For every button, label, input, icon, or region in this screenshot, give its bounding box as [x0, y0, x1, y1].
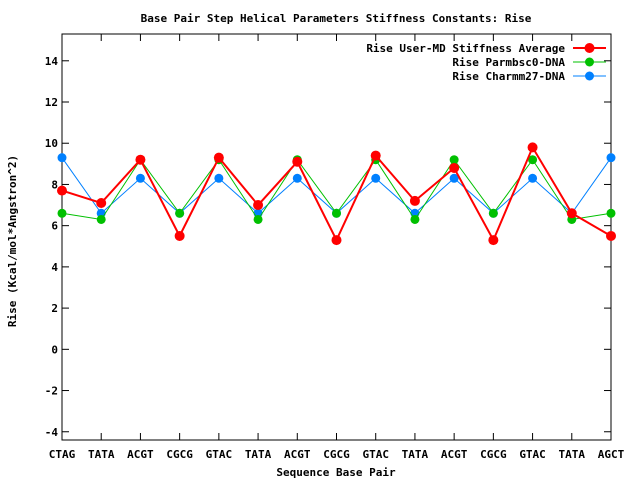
data-point: [449, 155, 459, 165]
legend-label: Rise Parmbsc0-DNA: [452, 56, 565, 69]
legend-marker: [585, 57, 594, 67]
y-tick-label: 4: [51, 261, 58, 274]
data-point: [449, 162, 460, 173]
data-point: [449, 173, 459, 183]
y-tick-label: 10: [45, 137, 58, 150]
data-point: [253, 200, 264, 211]
y-tick-label: 14: [45, 55, 59, 68]
data-point: [488, 208, 498, 218]
data-point: [410, 214, 420, 224]
x-tick-label: CGCG: [480, 448, 507, 461]
data-point: [175, 208, 185, 218]
x-tick-label: ACGT: [284, 448, 311, 461]
data-point: [253, 214, 263, 224]
y-tick-label: 6: [51, 220, 58, 233]
x-tick-label: TATA: [245, 448, 272, 461]
x-tick-label: CGCG: [323, 448, 350, 461]
data-point: [96, 197, 107, 208]
data-point: [606, 230, 616, 241]
y-tick-label: 2: [51, 302, 58, 315]
x-tick-label: TATA: [559, 448, 586, 461]
chart-title: Base Pair Step Helical Parameters Stiffn…: [141, 12, 532, 25]
x-tick-label: GTAC: [519, 448, 546, 461]
series-1: [57, 155, 616, 224]
x-tick-label: TATA: [88, 448, 115, 461]
y-tick-label: -2: [45, 385, 58, 398]
x-tick-label: CGCG: [166, 448, 193, 461]
legend-marker: [584, 43, 595, 53]
data-point: [96, 214, 106, 224]
data-point: [292, 173, 302, 183]
data-point: [213, 152, 224, 163]
y-tick-label: 8: [51, 178, 58, 191]
x-tick-label: ACGT: [441, 448, 468, 461]
y-axis-label: Rise (Kcal/mol*Angstron^2): [6, 155, 19, 327]
data-point: [370, 150, 381, 161]
legend-label: Rise User-MD Stiffness Average: [366, 42, 565, 55]
y-tick-label: 12: [45, 96, 58, 109]
data-point: [331, 235, 342, 246]
data-point: [606, 208, 616, 218]
x-tick-label: GTAC: [206, 448, 233, 461]
series-0: [57, 142, 616, 246]
x-tick-label: CTAG: [49, 448, 76, 461]
data-point: [528, 173, 538, 183]
data-point: [409, 195, 420, 206]
data-point: [332, 208, 341, 218]
x-tick-label: TATA: [402, 448, 429, 461]
x-tick-label: AGCT: [598, 448, 625, 461]
data-point: [292, 156, 303, 167]
x-axis-label: Sequence Base Pair: [276, 466, 396, 479]
x-tick-label: ACGT: [127, 448, 154, 461]
legend-marker: [585, 71, 594, 81]
y-tick-label: -4: [45, 426, 59, 439]
data-point: [606, 153, 616, 163]
data-point: [57, 185, 67, 196]
series-layer: [57, 142, 616, 246]
data-point: [528, 155, 538, 165]
data-point: [527, 142, 538, 153]
data-point: [174, 230, 185, 241]
x-tick-label: GTAC: [362, 448, 389, 461]
data-point: [135, 154, 146, 165]
data-point: [371, 173, 381, 183]
data-point: [566, 208, 577, 219]
data-point: [57, 153, 67, 163]
data-point: [57, 208, 67, 218]
legend-label: Rise Charmm27-DNA: [452, 70, 565, 83]
data-point: [488, 235, 499, 246]
data-point: [135, 173, 145, 183]
axes: -4 -2 0 2 4 6 8 10 12 14 CTAG TATA ACGT CGCG GTAC TATA A…: [45, 34, 625, 461]
data-point: [214, 173, 224, 183]
y-tick-label: 0: [51, 343, 58, 356]
